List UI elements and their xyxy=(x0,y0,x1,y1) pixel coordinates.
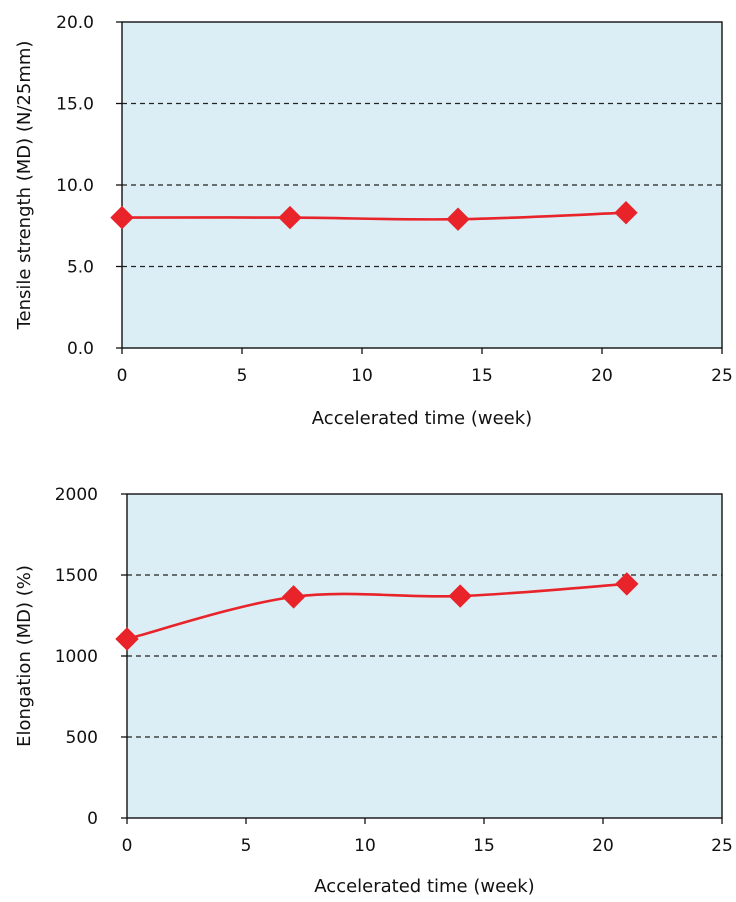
x-tick-label: 20 xyxy=(591,366,613,386)
series-line xyxy=(126,582,627,641)
x-tick-label: 10 xyxy=(351,366,373,386)
x-tick-label: 25 xyxy=(711,366,733,386)
x-axis-title: Accelerated time (week) xyxy=(312,408,532,429)
y-tick-label: 0 xyxy=(87,809,98,829)
chart-2: 0 500 1000 1500 2000 0 5 10 15 20 25 Accelerated ti… xyxy=(14,485,733,897)
series-line xyxy=(121,211,627,221)
x-tick-label: 0 xyxy=(117,366,128,386)
y-tick-label: 2000 xyxy=(55,485,98,505)
y-tick-label: 10.0 xyxy=(56,176,94,196)
y-tick-label: 20.0 xyxy=(56,13,94,33)
y-tick-label: 5.0 xyxy=(67,258,94,278)
x-axis-title: Accelerated time (week) xyxy=(314,876,534,897)
y-axis-title: Tensile strength (MD) (N/25mm) xyxy=(14,41,35,331)
x-tick-label: 5 xyxy=(237,366,248,386)
y-tick-label: 500 xyxy=(66,728,98,748)
data-point-diamond xyxy=(615,572,639,596)
data-point-diamond xyxy=(115,627,139,651)
x-tick-label: 15 xyxy=(473,836,495,856)
data-point-diamond xyxy=(614,201,638,225)
x-tick-label: 0 xyxy=(122,836,133,856)
data-point-diamond xyxy=(448,584,472,608)
y-tick-label: 1500 xyxy=(55,566,98,586)
y-axis-title: Elongation (MD) (%) xyxy=(14,565,35,747)
plot-frame xyxy=(126,493,723,819)
data-point-diamond xyxy=(446,207,470,231)
x-tick-label: 5 xyxy=(241,836,252,856)
plot-frame xyxy=(121,21,723,349)
y-tick-label: 1000 xyxy=(55,647,98,667)
x-tick-label: 10 xyxy=(354,836,376,856)
x-tick-label: 20 xyxy=(592,836,614,856)
chart-1: 0.0 5.0 10.0 15.0 20.0 0 5 10 15 20 25 Accelerated … xyxy=(14,13,733,429)
data-point-diamond xyxy=(278,205,302,230)
data-point-diamond xyxy=(110,205,134,230)
x-tick-label: 15 xyxy=(471,366,493,386)
y-tick-label: 15.0 xyxy=(56,95,94,115)
data-point-diamond xyxy=(281,585,306,609)
x-tick-label: 25 xyxy=(711,836,733,856)
y-tick-label: 0.0 xyxy=(67,339,94,359)
